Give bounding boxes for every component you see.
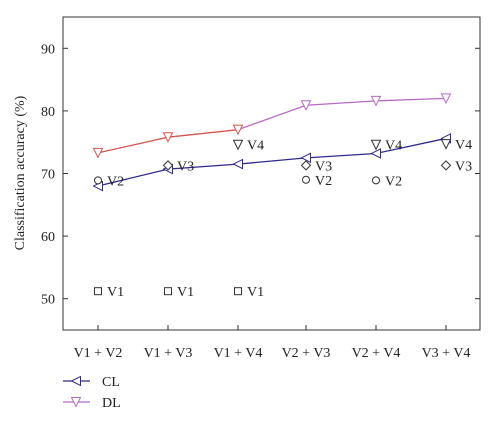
point-marker-label: V3 [455, 159, 472, 174]
point-marker-v3 [300, 160, 312, 171]
point-marker-label: V2 [315, 174, 332, 189]
point-marker-v1 [234, 287, 242, 296]
y-tick-label: 70 [41, 168, 55, 183]
series-line-dl-continued [237, 97, 447, 131]
point-marker-label: V1 [247, 285, 264, 300]
point-marker-label: V1 [177, 285, 194, 300]
x-tick-label: V1 + V3 [144, 346, 193, 361]
cl-point [232, 158, 243, 170]
legend-label-cl: CL [102, 375, 120, 390]
legend-label-dl: DL [102, 396, 121, 411]
x-axis: V1 + V2 V1 + V3 V1 + V4 V2 + V3 V2 + V4 V3 + … [74, 325, 471, 361]
legend-marker-cl [70, 375, 81, 387]
point-marker-label: V3 [315, 159, 332, 174]
point-marker-v3 [440, 160, 452, 171]
point-marker-label: V4 [455, 138, 472, 153]
point-marker-label: V4 [385, 139, 402, 154]
cl-point [300, 152, 311, 164]
point-marker-label: V2 [385, 174, 402, 189]
x-tick-label: V2 + V3 [282, 346, 331, 361]
x-tick-label: V1 + V4 [214, 346, 263, 361]
y-axis-title: Classification accuracy (%) [13, 95, 28, 250]
y-tick-label: 90 [41, 42, 55, 57]
point-marker-v1 [164, 287, 172, 296]
dl-point [92, 147, 104, 159]
series-line-cl [97, 137, 447, 187]
point-marker-label: V4 [247, 139, 264, 154]
x-tick-label: V3 + V4 [422, 346, 471, 361]
point-marker-v4 [440, 139, 452, 150]
legend-marker-dl [70, 397, 82, 408]
y-tick-label: 80 [41, 105, 55, 120]
plot-frame [62, 16, 481, 331]
point-marker-v2 [372, 176, 380, 185]
y-tick-label: 50 [41, 293, 55, 308]
point-marker-label: V3 [177, 159, 194, 174]
dl-point [162, 132, 174, 143]
cl-point [370, 148, 381, 159]
point-marker-v4 [370, 139, 382, 151]
point-marker-v1 [94, 287, 102, 296]
point-marker-v2 [302, 175, 310, 184]
y-axis: 50 60 70 80 90 [41, 42, 480, 308]
point-marker-label: V2 [107, 174, 124, 189]
point-marker-v4 [232, 139, 244, 151]
y-tick-label: 60 [41, 230, 55, 245]
dl-point [232, 124, 244, 136]
x-tick-label: V1 + V2 [74, 346, 123, 361]
point-marker-v3 [162, 160, 174, 171]
dl-point [440, 93, 452, 104]
series-layer [92, 93, 452, 192]
x-tick-label: V2 + V4 [352, 346, 401, 361]
point-marker-label: V1 [107, 285, 124, 300]
dl-point [370, 95, 382, 107]
dl-point [300, 100, 312, 111]
point-marker-v2 [94, 176, 102, 185]
legend: CL DL [63, 375, 121, 411]
